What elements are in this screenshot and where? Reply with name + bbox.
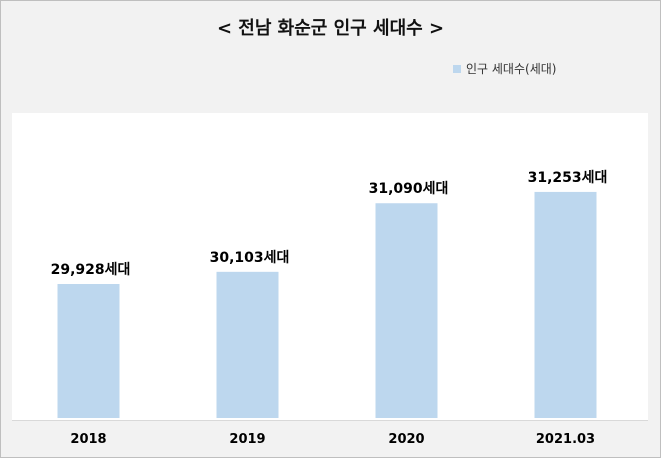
bar-2021.03 [534, 191, 597, 418]
bar-2018 [57, 284, 120, 418]
x-tick-label-2020: 2020 [388, 432, 424, 447]
legend-swatch [453, 64, 461, 73]
legend-label: 인구 세대수(세대) [466, 62, 557, 76]
data-label-2021.03: 31,253세대 [528, 170, 608, 186]
data-label-2018: 29,928세대 [51, 262, 131, 278]
x-tick-label-2019: 2019 [229, 432, 265, 447]
chart-title: < 전남 화순군 인구 세대수 > [216, 18, 445, 39]
data-label-2019: 30,103세대 [210, 250, 290, 266]
chart-legend: 인구 세대수(세대) [453, 60, 556, 77]
bar-2020 [375, 203, 438, 418]
x-tick-label-2018: 2018 [70, 432, 106, 447]
bar-2019 [216, 271, 279, 418]
data-label-2020: 31,090세대 [369, 181, 449, 197]
x-tick-label-2021.03: 2021.03 [536, 432, 595, 447]
